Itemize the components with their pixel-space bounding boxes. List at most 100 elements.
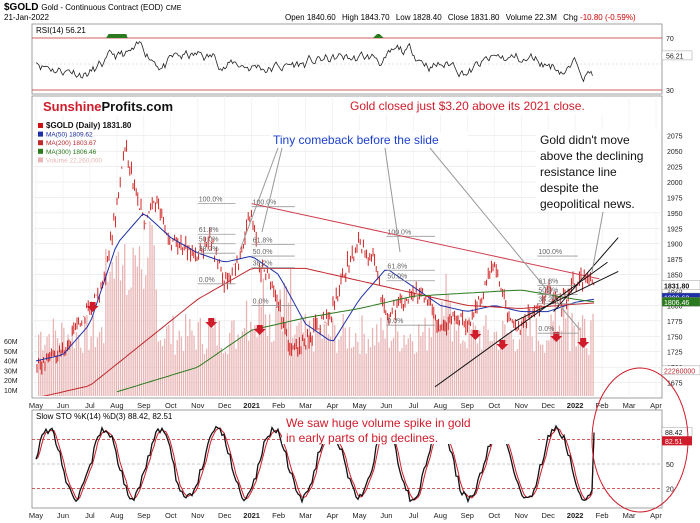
x-tick-label: Nov [515,401,529,410]
volume-bar [117,251,120,396]
x-tick-label: May [29,511,43,520]
volume-bar [426,350,428,396]
volume-bar [468,316,470,396]
volume-bar [260,306,262,396]
volume-bar [397,331,399,396]
x-tick-label: Nov [191,511,205,520]
volume-bar [365,353,367,396]
volume-bar [298,322,300,396]
volume-bar [504,324,506,396]
volume-bar [283,282,285,396]
volume-bar [290,268,292,396]
volume-bar [588,354,590,396]
volume-bar [342,314,344,396]
volume-bar [124,244,126,396]
volume-bar [411,341,414,396]
volume-bar [363,333,365,396]
fib-level-label: 50.0% [199,237,219,244]
volume-bar [191,330,193,396]
volume-bar [542,344,544,396]
tiny-comeback-box [270,132,468,148]
volume-bar [48,333,50,396]
x-tick-label: Dec [542,511,556,520]
volume-bar [357,341,359,396]
volume-bar [441,301,443,396]
volume-bar [109,271,111,396]
rsi-overbought-fill [106,34,128,38]
volume-bar [170,343,172,396]
current-value-label: 1806.46 [664,300,689,307]
volume-bar [212,327,214,396]
volume-bar [554,304,556,396]
volume-bar [65,351,67,396]
x-tick-label: Aug [110,511,123,520]
x-tick-label: Feb [272,401,285,410]
volume-bar [199,317,201,396]
volume-bar [210,326,212,396]
current-value-label: 1831.80 [664,283,689,290]
volume-bar [590,320,592,396]
volume-bar [374,345,376,396]
volume-bar [353,346,355,396]
volume-bar [453,315,456,396]
volume-bar [75,331,78,396]
volume-bar [84,316,86,396]
volume-bar [521,316,523,396]
volume-bar [449,302,451,396]
x-tick-label: Dec [218,511,232,520]
volume-bar [497,349,500,396]
current-value-badge [661,365,700,376]
fib-level-label: 61.8% [538,279,558,286]
sell-arrow [577,338,590,348]
volume-bar [378,342,380,396]
x-tick-label: Nov [191,401,205,410]
x-tick-label: Dec [542,401,556,410]
volume-tick-label: 40M [4,359,18,366]
symbol-title: $GOLD Gold - Continuous Contract (EOD) C… [4,2,182,13]
volume-bar [300,317,302,396]
current-value-badge [661,280,700,291]
volume-bar [451,341,453,396]
volume-bar [315,314,317,396]
volume-bar [338,339,340,396]
volume-bar [592,313,594,396]
volume-bar [336,352,338,396]
volume-bar [418,324,420,396]
volume-bar [401,348,403,396]
volume-bar [407,338,409,396]
price-tick-label: 1675 [667,381,683,388]
didnt-move-annotation: Gold didn't move above the declining res… [540,133,647,211]
x-tick-label: Feb [596,511,609,520]
volume-bar [355,333,357,396]
volume-bar [495,331,498,396]
sell-arrow [550,332,563,342]
volume-bar [206,348,208,396]
volume-bar [264,314,267,396]
volume-bar [348,326,351,396]
volume-bar [229,332,231,396]
volume-bar [88,349,90,396]
volume-bar [164,338,166,396]
volume-bar [252,329,254,396]
volume-bar [386,320,388,396]
volume-bar [182,351,185,396]
volume-bar [71,327,73,396]
volume-bar [388,347,390,396]
volume-bar [201,343,204,396]
volume-bar [437,319,439,396]
volume-bar [399,351,401,396]
volume-bar [77,334,80,396]
x-tick-label: 2022 [567,401,584,410]
volume-bar [254,325,256,396]
legend-label: MA(200) 1803.67 [46,140,97,147]
current-value-badge [661,297,700,307]
volume-bar [483,325,485,396]
x-tick-label: Apr [650,511,662,520]
x-tick-label: Mar [299,511,312,520]
volume-bar [176,340,178,396]
volume-bar [271,342,273,396]
volume-bar [214,319,216,396]
volume-bar [332,318,334,396]
volume-bar [403,334,405,396]
fib-level-label: 61.8% [199,227,219,234]
